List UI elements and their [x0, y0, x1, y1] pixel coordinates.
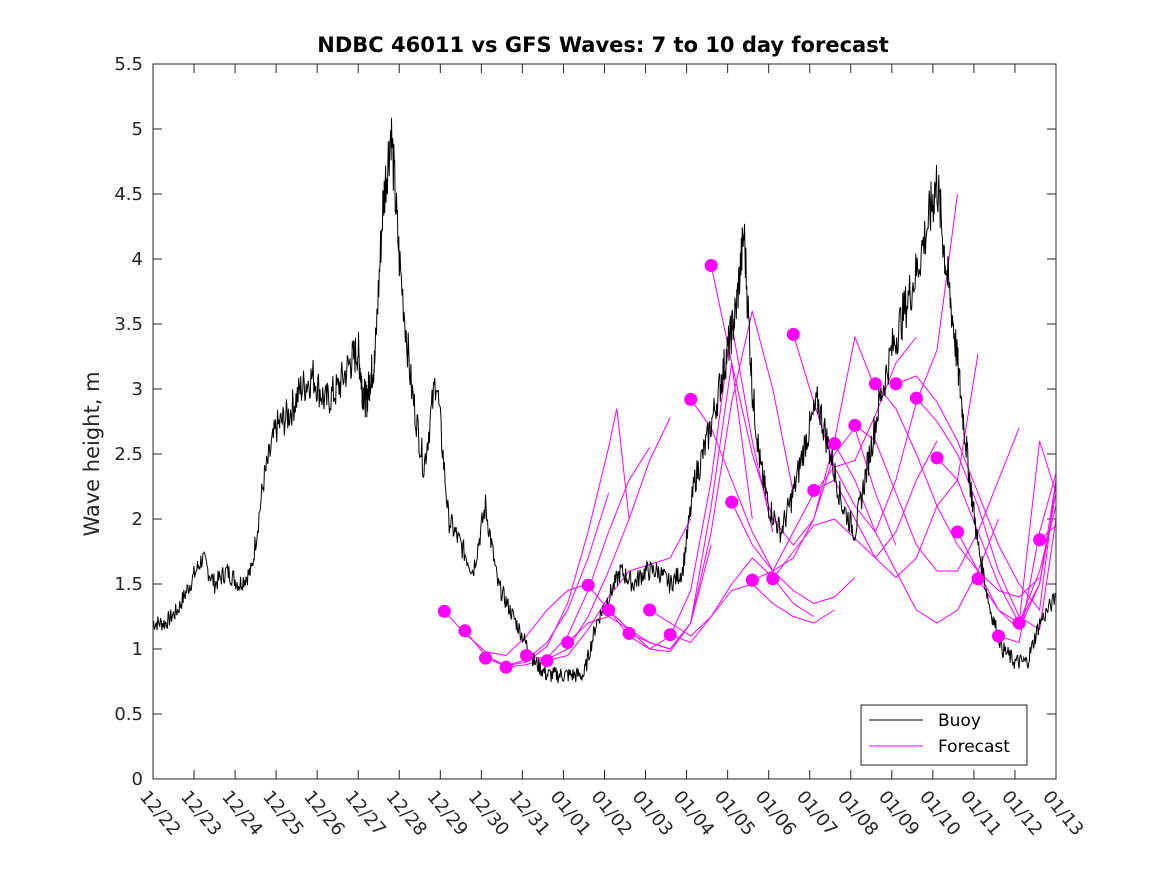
- forecast-run-line-22: [895, 375, 1057, 612]
- forecast-marker-26: [971, 572, 985, 586]
- forecast-run-line-13: [710, 265, 876, 546]
- forecast-marker-8: [602, 603, 616, 617]
- forecast-marker-10: [643, 603, 657, 617]
- forecast-marker-19: [827, 437, 841, 451]
- y-tick-label: 5.5: [114, 54, 143, 75]
- forecast-run-line-18: [813, 353, 979, 579]
- forecast-run-line-27: [998, 473, 1057, 644]
- y-tick-label: 3.5: [114, 314, 143, 335]
- plot-background: [153, 64, 1056, 779]
- forecast-marker-25: [951, 525, 964, 539]
- forecast-marker-18: [807, 483, 821, 497]
- legend-buoy-label: Buoy: [938, 711, 981, 731]
- forecast-marker-29: [1033, 533, 1047, 547]
- forecast-run-line-25: [957, 492, 1057, 631]
- forecast-marker-3: [499, 660, 513, 674]
- forecast-series-lines: [444, 193, 1057, 668]
- plot-area: [153, 64, 1056, 779]
- forecast-marker-13: [704, 259, 718, 272]
- forecast-marker-0: [437, 604, 451, 618]
- forecast-run-line-21: [875, 383, 1040, 598]
- forecast-run-line-0: [444, 583, 589, 657]
- forecast-marker-1: [458, 624, 472, 638]
- forecast-marker-27: [992, 629, 1005, 643]
- forecast-marker-28: [1012, 616, 1026, 630]
- forecast-marker-23: [909, 391, 923, 405]
- forecast-marker-24: [930, 451, 944, 465]
- forecast-marker-20: [848, 418, 862, 432]
- y-tick-label: 4: [132, 249, 143, 270]
- forecast-run-line-5: [546, 518, 692, 662]
- forecast-marker-9: [622, 626, 636, 640]
- forecast-marker-21: [868, 377, 882, 391]
- y-tick-label: 4.5: [114, 184, 143, 205]
- forecast-run-line-3: [505, 447, 651, 668]
- y-tick-label: 3: [132, 379, 143, 400]
- plot-frame: [152, 63, 1057, 780]
- forecast-marker-4: [520, 649, 533, 662]
- legend-forecast-label: Forecast: [938, 737, 1010, 757]
- legend-box: [860, 704, 1028, 766]
- forecast-markers: [437, 259, 1047, 674]
- forecast-marker-22: [889, 377, 903, 391]
- legend: Buoy Forecast: [860, 704, 1028, 766]
- forecast-run-line-28: [1018, 440, 1057, 624]
- forecast-marker-11: [663, 628, 677, 642]
- forecast-marker-14: [725, 495, 739, 509]
- forecast-run-line-10: [649, 557, 815, 637]
- y-tick-label: 2.5: [114, 444, 143, 465]
- forecast-run-line-2: [485, 408, 630, 667]
- chart-title: NDBC 46011 vs GFS Waves: 7 to 10 day for…: [317, 33, 888, 57]
- y-tick-label: 5: [132, 119, 143, 140]
- forecast-run-line-20: [854, 425, 1020, 572]
- forecast-marker-7: [581, 578, 595, 592]
- forecast-run-line-23: [916, 397, 1057, 631]
- forecast-marker-5: [540, 654, 554, 668]
- forecast-run-line-8: [608, 323, 774, 650]
- y-tick-label: 0.5: [114, 704, 143, 725]
- forecast-run-line-7: [587, 362, 753, 653]
- forecast-marker-17: [786, 327, 800, 341]
- y-tick-label: 0: [132, 769, 143, 790]
- y-tick-label: 1.5: [114, 574, 143, 595]
- y-tick-label: 2: [132, 509, 143, 530]
- y-axis-label: Wave height, m: [80, 371, 104, 536]
- forecast-marker-16: [766, 572, 780, 586]
- y-tick-label: 1: [132, 639, 143, 660]
- y-axis: 0 0.5 1 1.5 2 2.5 3 3.5 4 4.5 5 5.5: [114, 54, 1056, 790]
- forecast-marker-6: [561, 636, 575, 649]
- forecast-marker-12: [684, 392, 698, 406]
- forecast-marker-15: [745, 573, 759, 587]
- forecast-run-line-9: [628, 310, 794, 650]
- forecast-marker-2: [479, 651, 492, 665]
